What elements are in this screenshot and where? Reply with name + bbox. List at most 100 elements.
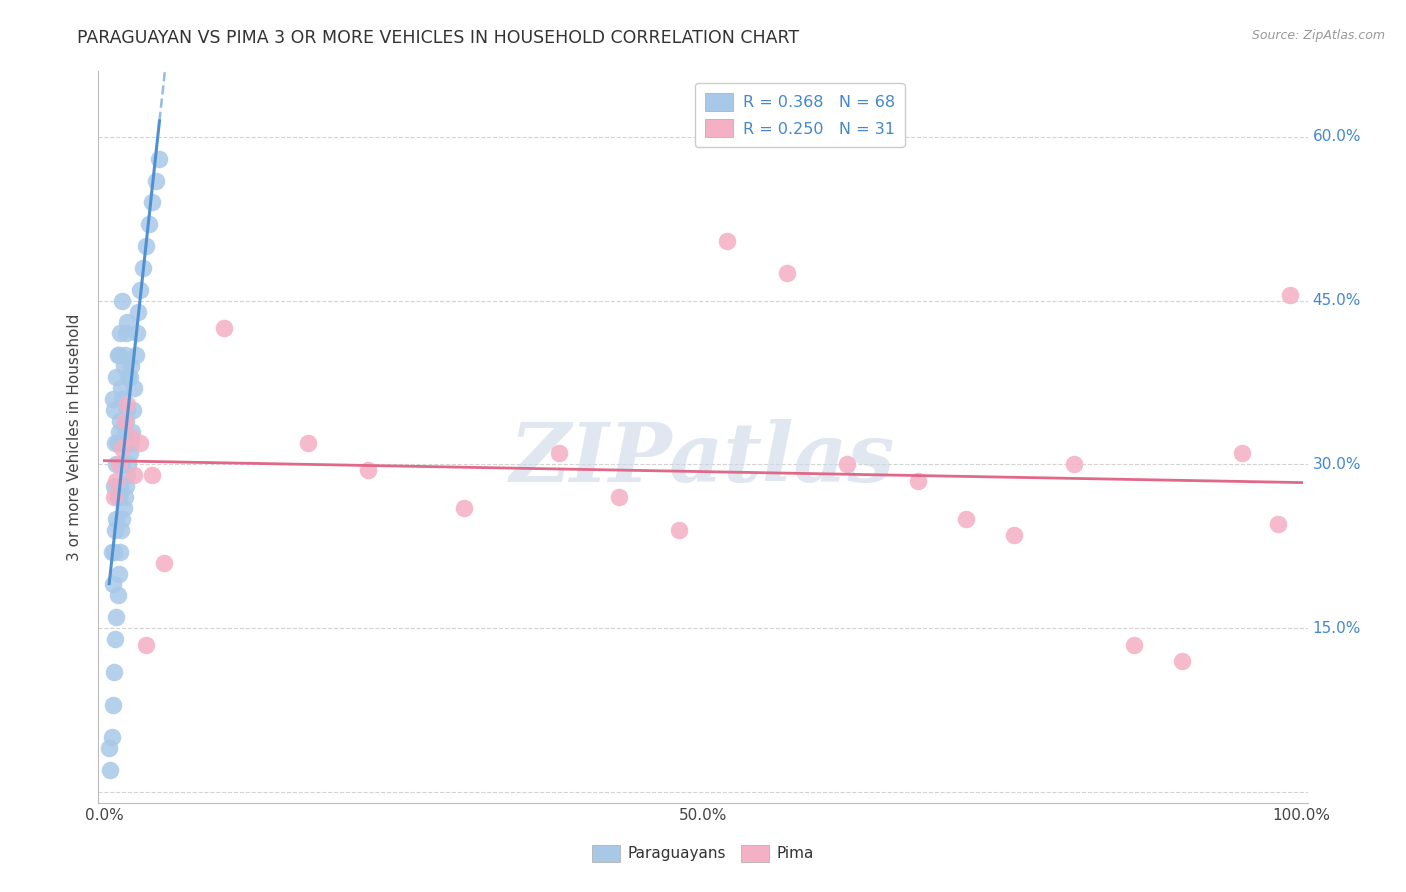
Point (1002, 528, 1025, 542)
Point (117, 458, 139, 472)
Point (112, 501, 135, 516)
Point (104, 523, 127, 537)
Point (103, 545, 125, 559)
Point (111, 458, 134, 472)
Point (132, 260, 155, 275)
Text: ZIPatlas: ZIPatlas (510, 419, 896, 499)
Point (120, 435, 142, 450)
Point (104, 632, 127, 646)
Text: 60.0%: 60.0% (1312, 129, 1361, 145)
Point (716, 234, 738, 248)
Point (129, 283, 152, 297)
Point (115, 397, 138, 411)
Point (103, 479, 125, 493)
Point (103, 402, 125, 417)
Point (1230, 446, 1253, 460)
Point (297, 435, 319, 450)
Point (125, 326, 148, 341)
Point (107, 588, 129, 602)
Point (135, 239, 157, 253)
Point (115, 479, 138, 493)
Point (105, 458, 128, 472)
Point (122, 402, 145, 417)
Point (111, 512, 134, 526)
Text: Source: ZipAtlas.com: Source: ZipAtlas.com (1251, 29, 1385, 42)
Point (607, 490, 630, 504)
Point (1278, 288, 1301, 302)
Point (105, 370, 128, 384)
Point (103, 490, 125, 504)
Point (1123, 638, 1146, 652)
Point (141, 468, 163, 483)
Y-axis label: 3 or more Vehicles in Household: 3 or more Vehicles in Household (67, 313, 83, 561)
Point (118, 446, 141, 460)
Point (107, 566, 129, 581)
Point (548, 446, 571, 460)
Point (835, 458, 858, 472)
Point (145, 173, 167, 187)
Point (111, 293, 134, 308)
Point (111, 392, 134, 406)
Point (127, 304, 149, 318)
Point (114, 425, 136, 439)
Point (153, 556, 176, 570)
Point (114, 490, 136, 504)
Point (124, 468, 146, 483)
Point (103, 665, 125, 679)
Text: PARAGUAYAN VS PIMA 3 OR MORE VEHICLES IN HOUSEHOLD CORRELATION CHART: PARAGUAYAN VS PIMA 3 OR MORE VEHICLES IN… (77, 29, 800, 46)
Point (668, 523, 690, 537)
Point (115, 414, 138, 428)
Point (107, 348, 129, 362)
Point (107, 490, 129, 504)
Point (118, 370, 141, 384)
Point (105, 610, 128, 624)
Point (100, 545, 122, 559)
Point (108, 479, 131, 493)
Point (107, 425, 129, 439)
Point (1267, 517, 1289, 532)
Point (115, 402, 138, 417)
Point (115, 315, 138, 329)
Point (111, 441, 134, 455)
Point (112, 435, 135, 450)
Point (114, 414, 136, 428)
Point (121, 425, 143, 439)
Point (105, 512, 128, 526)
Text: 45.0%: 45.0% (1312, 293, 1361, 308)
Point (129, 435, 152, 450)
Point (101, 698, 124, 712)
Point (955, 512, 977, 526)
Point (114, 348, 136, 362)
Point (907, 474, 929, 488)
Point (148, 152, 170, 166)
Point (101, 577, 124, 591)
Text: 15.0%: 15.0% (1312, 621, 1361, 636)
Point (107, 490, 129, 504)
Text: 30.0%: 30.0% (1312, 457, 1361, 472)
Point (124, 381, 146, 395)
Point (135, 638, 157, 652)
Point (124, 348, 146, 362)
Point (100, 763, 122, 777)
Point (107, 435, 129, 450)
Point (212, 321, 235, 335)
Point (120, 430, 142, 444)
Point (110, 523, 132, 537)
Point (112, 359, 135, 373)
Point (107, 458, 129, 472)
Point (110, 458, 132, 472)
Point (110, 381, 132, 395)
Point (117, 370, 139, 384)
Point (104, 435, 127, 450)
Point (100, 731, 122, 745)
Point (141, 195, 163, 210)
Point (120, 359, 142, 373)
Point (105, 474, 128, 488)
Point (98, 741, 121, 756)
Point (108, 545, 131, 559)
Legend: Paraguayans, Pima: Paraguayans, Pima (586, 838, 820, 868)
Point (357, 463, 380, 477)
Point (115, 326, 138, 341)
Point (108, 414, 131, 428)
Point (776, 266, 799, 280)
